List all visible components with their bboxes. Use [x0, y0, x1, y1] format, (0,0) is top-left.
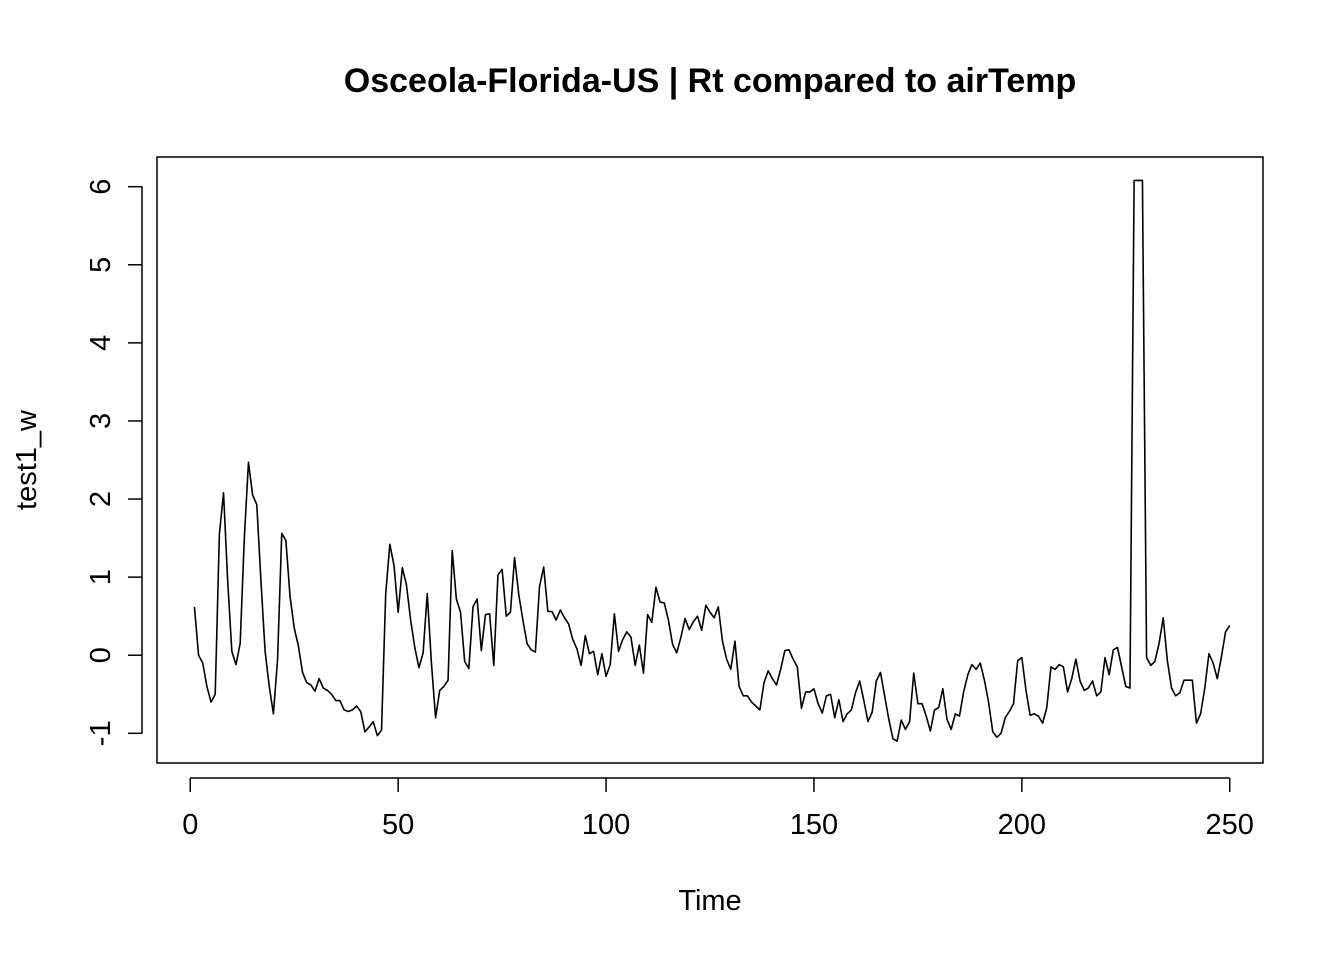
- x-axis-label: Time: [678, 885, 741, 917]
- y-tick-label: 1: [85, 569, 117, 585]
- x-tick-label: 250: [1206, 809, 1254, 841]
- x-tick-label: 0: [182, 809, 198, 841]
- x-tick-label: 50: [382, 809, 414, 841]
- y-tick-label: 6: [85, 179, 117, 195]
- x-tick-label: 150: [790, 809, 838, 841]
- x-tick-label: 200: [998, 809, 1046, 841]
- y-axis-label: test1_w: [11, 409, 43, 510]
- x-axis: 0 50 100 150 200 250: [182, 777, 1254, 841]
- y-tick-label: -1: [85, 720, 117, 746]
- y-tick-label: 2: [85, 491, 117, 507]
- x-tick-label: 100: [582, 809, 630, 841]
- chart-title: Osceola-Florida-US | Rt compared to airT…: [344, 62, 1076, 100]
- series-line-1: [193, 179, 1231, 742]
- y-tick-label: 0: [85, 647, 117, 663]
- y-tick-label: 5: [85, 257, 117, 273]
- y-axis: -1 0 1 2 3 4 5 6: [85, 179, 143, 746]
- series-layer: [193, 179, 1231, 742]
- plot-area-border: [156, 156, 1264, 764]
- y-tick-label: 4: [85, 335, 117, 351]
- y-tick-label: 3: [85, 413, 117, 429]
